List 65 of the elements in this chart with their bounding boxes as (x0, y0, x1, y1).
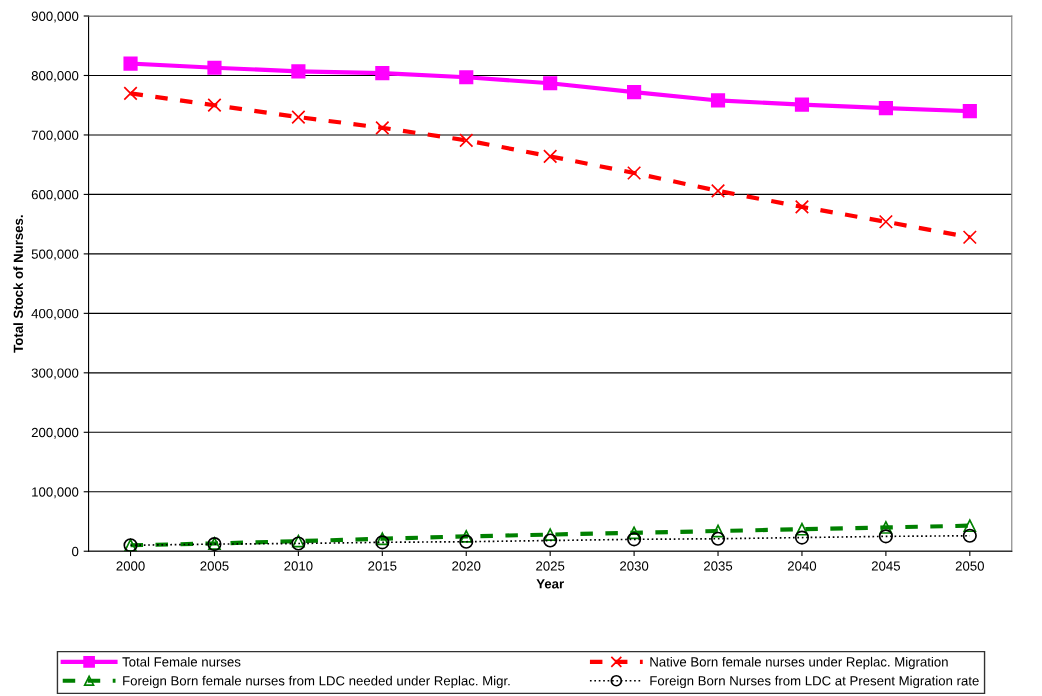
y-tick-label: 400,000 (31, 308, 79, 320)
y-axis-title: Total Stock of Nurses. (13, 215, 23, 353)
point (291, 110, 306, 125)
point (710, 93, 726, 108)
point (962, 104, 977, 119)
x-tick-label: 2020 (452, 561, 481, 571)
x-axis-title: Year (536, 579, 564, 589)
point (627, 85, 642, 100)
x-tick-label: 2030 (620, 561, 649, 571)
point (627, 526, 641, 540)
point (291, 64, 306, 79)
point (207, 60, 222, 75)
point (878, 529, 893, 544)
y-tick-label: 600,000 (31, 189, 79, 201)
y-tick-label: 200,000 (31, 427, 79, 439)
point (711, 524, 725, 538)
y-tick-label: 900,000 (31, 11, 79, 23)
point (543, 149, 558, 164)
point (794, 530, 810, 545)
point (375, 66, 390, 81)
point (459, 534, 474, 549)
point (795, 522, 809, 536)
point (459, 133, 474, 148)
point (375, 535, 390, 550)
x-tick-label: 2010 (284, 561, 313, 571)
x-tick-label: 2035 (704, 561, 733, 571)
point (459, 529, 473, 543)
y-tick-label: 800,000 (31, 71, 79, 82)
y-tick-label: 100,000 (32, 487, 79, 499)
x-tick-label: 2000 (116, 561, 145, 571)
x-tick-label: 2040 (787, 561, 817, 571)
y-tick-label: 0 (72, 546, 79, 557)
point (207, 98, 222, 113)
point (123, 86, 138, 101)
point (123, 56, 138, 71)
y-tick-label: 300,000 (31, 368, 79, 380)
legend-label: Total Female nurses (122, 656, 241, 667)
point (710, 183, 726, 198)
point (963, 519, 977, 533)
x-tick-label: 2005 (200, 561, 229, 571)
point (627, 165, 642, 181)
point (627, 532, 642, 547)
point (543, 528, 557, 541)
point (879, 521, 893, 534)
point (459, 70, 474, 85)
legend-label: Native Born female nurses under Replac. Migration (650, 656, 948, 670)
y-tick-label: 700,000 (31, 130, 79, 142)
point (878, 101, 893, 116)
point (794, 199, 810, 214)
point (794, 97, 810, 112)
point (962, 528, 977, 543)
legend-label: Foreign Born female nurses from LDC needed under Replac. Migr. (123, 675, 510, 689)
point (543, 76, 558, 91)
point (710, 531, 726, 546)
legend-label: Foreign Born Nurses from LDC at Present Migration rate (650, 675, 979, 689)
point (962, 230, 977, 245)
point (375, 532, 389, 546)
x-tick-label: 2025 (536, 561, 565, 571)
point (375, 120, 390, 135)
x-tick-label: 2050 (955, 561, 984, 571)
point (878, 214, 893, 229)
x-tick-label: 2045 (871, 561, 901, 571)
y-tick-label: 500,000 (31, 249, 79, 261)
point (543, 533, 558, 548)
x-tick-label: 2015 (368, 561, 397, 571)
